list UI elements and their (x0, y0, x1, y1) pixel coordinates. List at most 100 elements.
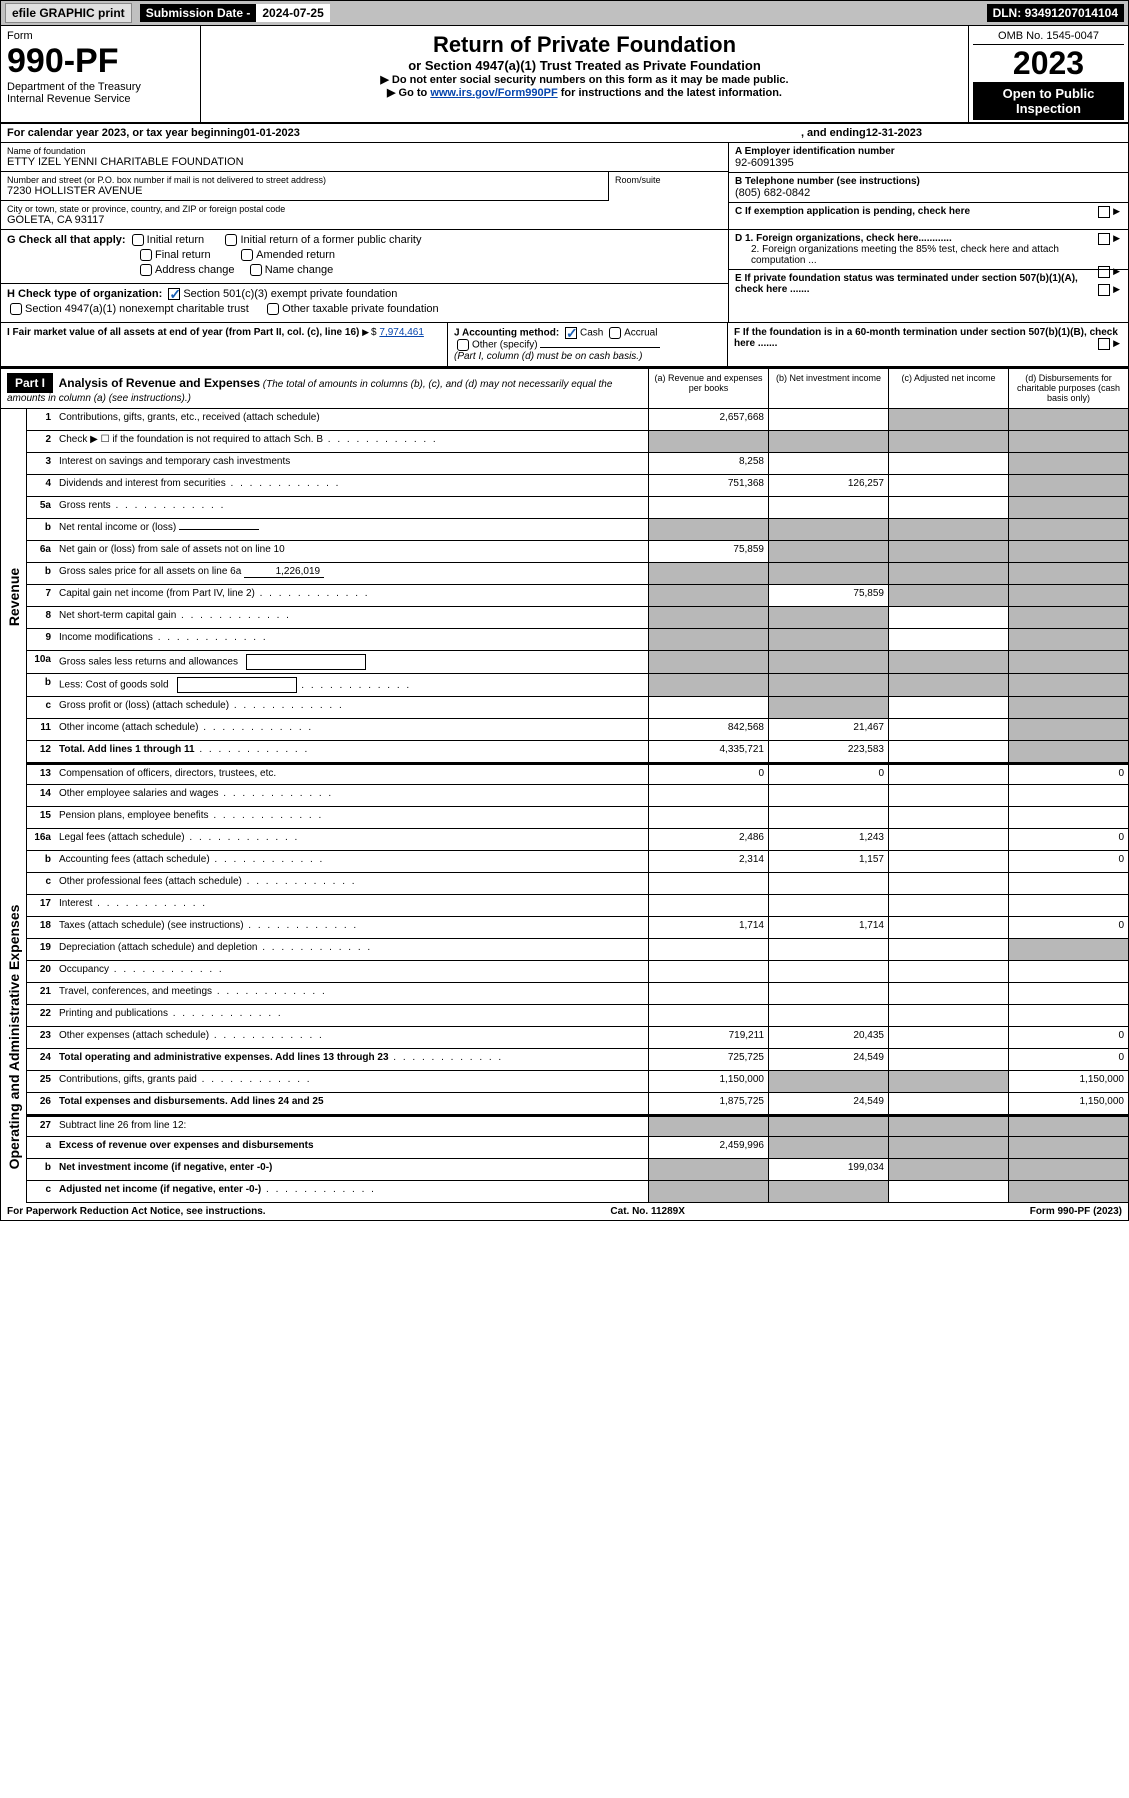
line-description: Gross rents (57, 497, 648, 518)
footer-mid: Cat. No. 11289X (610, 1206, 684, 1217)
amount-cell-a (648, 807, 768, 828)
box-d2-checkbox[interactable] (1098, 266, 1110, 278)
section-h: H Check type of organization: Section 50… (1, 284, 728, 322)
line-number: 20 (27, 961, 57, 982)
col-b-header: (b) Net investment income (768, 369, 888, 408)
submission-date: 2024-07-25 (256, 4, 329, 22)
j-other[interactable] (457, 339, 469, 351)
amount-cell-d (1008, 1137, 1128, 1158)
box-e: E If private foundation status was termi… (729, 270, 1128, 298)
amount-cell-b (768, 1005, 888, 1026)
table-row: 6aNet gain or (loss) from sale of assets… (27, 541, 1128, 563)
line-description: Capital gain net income (from Part IV, l… (57, 585, 648, 606)
amount-cell-c (888, 607, 1008, 628)
form-label: Form (7, 30, 194, 42)
revenue-label: Revenue (6, 568, 22, 626)
line-number: 4 (27, 475, 57, 496)
h-other-taxable[interactable] (267, 303, 279, 315)
line-description: Contributions, gifts, grants, etc., rece… (57, 409, 648, 430)
amount-cell-d (1008, 409, 1128, 430)
j-accrual[interactable] (609, 327, 621, 339)
box-d1-checkbox[interactable] (1098, 233, 1110, 245)
efile-button[interactable]: efile GRAPHIC print (5, 3, 132, 23)
room-suite-cell: Room/suite (608, 172, 728, 201)
amount-cell-b (768, 629, 888, 650)
amount-cell-a (648, 697, 768, 718)
amount-cell-c (888, 807, 1008, 828)
amount-cell-a: 2,314 (648, 851, 768, 872)
foundation-name: ETTY IZEL YENNI CHARITABLE FOUNDATION (7, 156, 722, 168)
amount-cell-a (648, 585, 768, 606)
amount-cell-c (888, 765, 1008, 784)
box-e-checkbox[interactable] (1098, 284, 1110, 296)
table-row: bNet investment income (if negative, ent… (27, 1159, 1128, 1181)
g-initial-return[interactable] (132, 234, 144, 246)
line-number: b (27, 1159, 57, 1180)
j-cash[interactable] (565, 327, 577, 339)
table-row: 11Other income (attach schedule)842,5682… (27, 719, 1128, 741)
foundation-address: 7230 HOLLISTER AVENUE (7, 185, 602, 197)
line-description: Pension plans, employee benefits (57, 807, 648, 828)
amount-cell-b: 199,034 (768, 1159, 888, 1180)
side-label-col: Revenue Operating and Administrative Exp… (1, 409, 27, 1203)
g-address-change[interactable] (140, 264, 152, 276)
amount-cell-a: 75,859 (648, 541, 768, 562)
line-description: Net rental income or (loss) (57, 519, 648, 540)
box-c-checkbox[interactable] (1098, 206, 1110, 218)
foundation-city: GOLETA, CA 93117 (7, 214, 722, 226)
amount-cell-a (648, 895, 768, 916)
g-initial-return-public[interactable] (225, 234, 237, 246)
amount-cell-b (768, 607, 888, 628)
amount-cell-b: 21,467 (768, 719, 888, 740)
g-name-change[interactable] (250, 264, 262, 276)
line-description: Taxes (attach schedule) (see instruction… (57, 917, 648, 938)
box-f: F If the foundation is in a 60-month ter… (728, 323, 1128, 366)
amount-cell-d (1008, 873, 1128, 894)
line-description: Depreciation (attach schedule) and deple… (57, 939, 648, 960)
table-row: 12Total. Add lines 1 through 114,335,721… (27, 741, 1128, 763)
amount-cell-d (1008, 607, 1128, 628)
h-4947[interactable] (10, 303, 22, 315)
amount-cell-c (888, 563, 1008, 584)
table-row: 21Travel, conferences, and meetings (27, 983, 1128, 1005)
amount-cell-c (888, 651, 1008, 673)
line-number: 11 (27, 719, 57, 740)
line-number: c (27, 1181, 57, 1202)
amount-cell-d (1008, 785, 1128, 806)
amount-cell-b: 75,859 (768, 585, 888, 606)
amount-cell-c (888, 917, 1008, 938)
amount-cell-d (1008, 939, 1128, 960)
line-description: Net investment income (if negative, ente… (57, 1159, 648, 1180)
line-description: Total. Add lines 1 through 11 (57, 741, 648, 762)
line-description: Contributions, gifts, grants paid (57, 1071, 648, 1092)
line-description: Interest on savings and temporary cash i… (57, 453, 648, 474)
section-g: G Check all that apply: Initial return I… (1, 230, 728, 284)
amount-cell-a: 1,714 (648, 917, 768, 938)
amount-cell-a: 2,459,996 (648, 1137, 768, 1158)
tax-year: 2023 (973, 45, 1124, 82)
g-final-return[interactable] (140, 249, 152, 261)
amount-cell-d (1008, 563, 1128, 584)
amount-cell-a (648, 674, 768, 696)
line-number: 13 (27, 765, 57, 784)
irs-link[interactable]: www.irs.gov/Form990PF (430, 87, 557, 99)
header-left: Form 990-PF Department of the Treasury I… (1, 26, 201, 122)
amount-cell-b: 1,714 (768, 917, 888, 938)
amount-cell-d (1008, 1159, 1128, 1180)
box-f-checkbox[interactable] (1098, 338, 1110, 350)
amount-cell-b: 223,583 (768, 741, 888, 762)
line-description: Other professional fees (attach schedule… (57, 873, 648, 894)
amount-cell-a (648, 651, 768, 673)
fmv-value[interactable]: 7,974,461 (379, 327, 424, 338)
line-number: 9 (27, 629, 57, 650)
amount-cell-a (648, 607, 768, 628)
h-501c3[interactable] (168, 288, 180, 300)
g-amended-return[interactable] (241, 249, 253, 261)
amount-cell-d (1008, 475, 1128, 496)
line-description: Subtract line 26 from line 12: (57, 1117, 648, 1136)
amount-cell-d (1008, 895, 1128, 916)
table-row: 10aGross sales less returns and allowanc… (27, 651, 1128, 674)
amount-cell-c (888, 829, 1008, 850)
table-row: 19Depreciation (attach schedule) and dep… (27, 939, 1128, 961)
line-number: b (27, 674, 57, 696)
